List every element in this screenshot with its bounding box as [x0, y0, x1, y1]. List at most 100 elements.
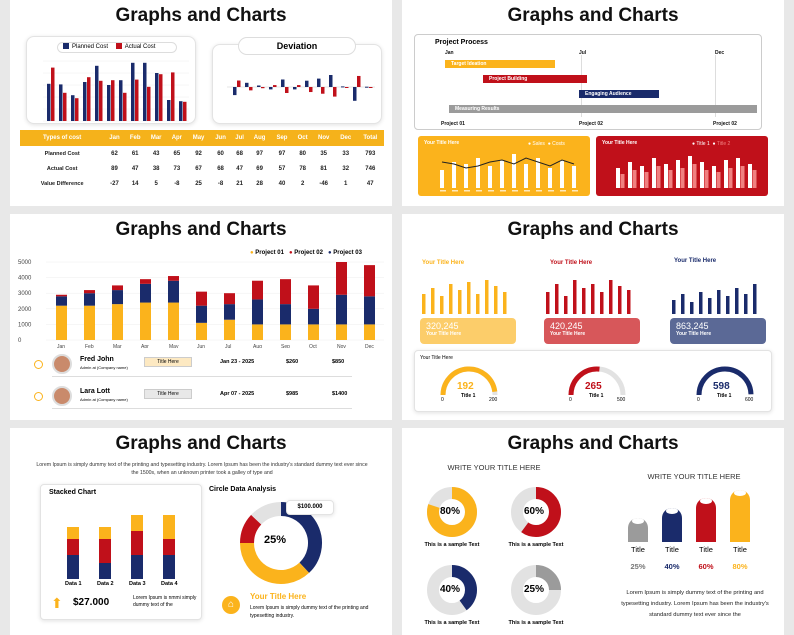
stack-segment: [196, 322, 207, 340]
x-tick-label: Jun: [197, 344, 205, 348]
costs-line: [441, 157, 575, 169]
table-cell: 33: [342, 150, 350, 157]
kpi-sub: Your Title Here: [550, 331, 586, 337]
table-header: Sep: [271, 130, 293, 146]
kpi-bar: [690, 302, 694, 314]
donut-percent: 40%: [440, 584, 461, 595]
slide-donuts-cylinders[interactable]: Graphs and Charts WRITE YOUR TITLE HERE …: [402, 428, 784, 635]
tag-label[interactable]: Title Here: [144, 357, 192, 367]
x-tick-label: Nov: [337, 344, 346, 348]
stack-segment: [336, 262, 347, 295]
stack-segment: [163, 539, 175, 555]
slide-title: Graphs and Charts: [115, 5, 287, 26]
stack-segment: [163, 515, 175, 539]
cost-bar: [99, 80, 103, 121]
deviation-bar: [365, 86, 369, 88]
title2-bar: [644, 172, 649, 188]
cost-bars: [43, 60, 189, 122]
tick-label: [548, 190, 554, 192]
tick-label: [464, 190, 470, 192]
table-header: Jun: [210, 130, 232, 146]
x-tick-label: May: [169, 344, 179, 348]
x-tick-label: Sep: [281, 344, 290, 348]
deviation-bar: [341, 86, 345, 88]
amount-a: $260: [286, 359, 299, 365]
stack-segment: [140, 283, 151, 303]
slide-project-process[interactable]: Graphs and Charts Project Process Jan Ju…: [402, 0, 784, 206]
title1-bar: [736, 158, 740, 188]
deviation-bar: [285, 87, 289, 93]
project-legend: ● Project 01 ● Project 02 ● Project 03: [250, 250, 362, 256]
kpi-bar: [591, 284, 595, 314]
slide-project-stacked[interactable]: Graphs and Charts ● Project 01 ● Project…: [10, 214, 392, 420]
cylinder-title: Title: [733, 545, 747, 554]
table-cell: 746: [365, 165, 376, 172]
stack-segment: [131, 555, 143, 579]
gauge-min: 0: [441, 397, 444, 403]
tick-label: [524, 190, 530, 192]
table-cell: 2: [300, 180, 305, 187]
sales-bar: [548, 168, 552, 188]
slide-cost-comparison[interactable]: Graphs and Charts Planned Cost Actual Co…: [10, 0, 392, 206]
table-cell: 97: [278, 150, 286, 157]
table-header: May: [187, 130, 211, 146]
tick-label: [572, 190, 578, 192]
radio-select[interactable]: [34, 360, 43, 369]
table-cell: -8: [174, 180, 180, 187]
table-header: Jul: [231, 130, 249, 146]
table-cell: -27: [110, 180, 119, 187]
donut-slice: [240, 514, 262, 544]
table-cell: 65: [173, 150, 181, 157]
slide-kpi-bars[interactable]: Graphs and Charts Your Title Here Your T…: [402, 214, 784, 420]
kpi-value: 863,245: [676, 321, 709, 331]
donut-slice: [280, 502, 322, 573]
title1-bar: [688, 156, 692, 188]
kpi-bar: [735, 288, 739, 314]
cost-bar: [95, 65, 99, 121]
gauge-min: 0: [569, 397, 572, 403]
title1-bar: [640, 166, 644, 188]
deviation-bar: [281, 79, 285, 87]
table-row: Actual Cost 89 47 38 73 67 68 47 69 57 78 81 32 746: [20, 161, 384, 176]
gauge: [568, 366, 626, 396]
table-cell: 21: [236, 180, 243, 187]
gauge-value: 265: [585, 381, 602, 392]
radio-select[interactable]: [34, 392, 43, 401]
gauge-label: Title 1: [717, 393, 732, 399]
sales-costs-panel: Your Title Here ● Sales ● Costs: [418, 136, 590, 196]
deviation-chart: Deviation: [212, 37, 382, 124]
kpi-card-2: 420,245 Your Title Here: [544, 318, 640, 344]
tick-label: [476, 190, 482, 192]
table-cell: 69: [256, 165, 263, 172]
legend-p2: Project 02: [294, 250, 323, 256]
kpi-bar: [708, 298, 712, 314]
deviation-bar: [357, 75, 361, 87]
gauge: [440, 366, 498, 396]
title1-bar: [628, 162, 632, 188]
kpi-sub: Your Title Here: [676, 331, 712, 337]
cost-bar: [155, 73, 159, 121]
stack-segment: [196, 305, 207, 323]
deviation-bar: [273, 85, 277, 87]
legend-actual: Actual Cost: [124, 44, 156, 50]
table-cell: 40: [278, 180, 286, 187]
donut-fill: [427, 565, 477, 615]
panel-title: Your Title Here: [424, 140, 460, 146]
title1-bar: [712, 166, 716, 188]
task-target-ideation: Target Ideation: [445, 60, 555, 68]
cost-bar: [71, 95, 75, 121]
deviation-bar: [353, 87, 357, 101]
title2-bar: [680, 168, 685, 188]
stack-segment: [56, 296, 67, 306]
stack-segment: [99, 527, 111, 539]
deviation-bar: [345, 87, 349, 88]
deviation-bar: [269, 87, 273, 90]
stack-segment: [84, 305, 95, 340]
slide-stacked-circle[interactable]: Graphs and Charts Lorem Ipsum is simply …: [10, 428, 392, 635]
table-cell: 43: [152, 150, 160, 157]
deviation-bar: [309, 87, 313, 93]
table-header: Mar: [145, 130, 167, 146]
tag-label[interactable]: Title Here: [144, 389, 192, 399]
table-cell: 92: [195, 150, 202, 157]
stack-segment: [99, 539, 111, 563]
